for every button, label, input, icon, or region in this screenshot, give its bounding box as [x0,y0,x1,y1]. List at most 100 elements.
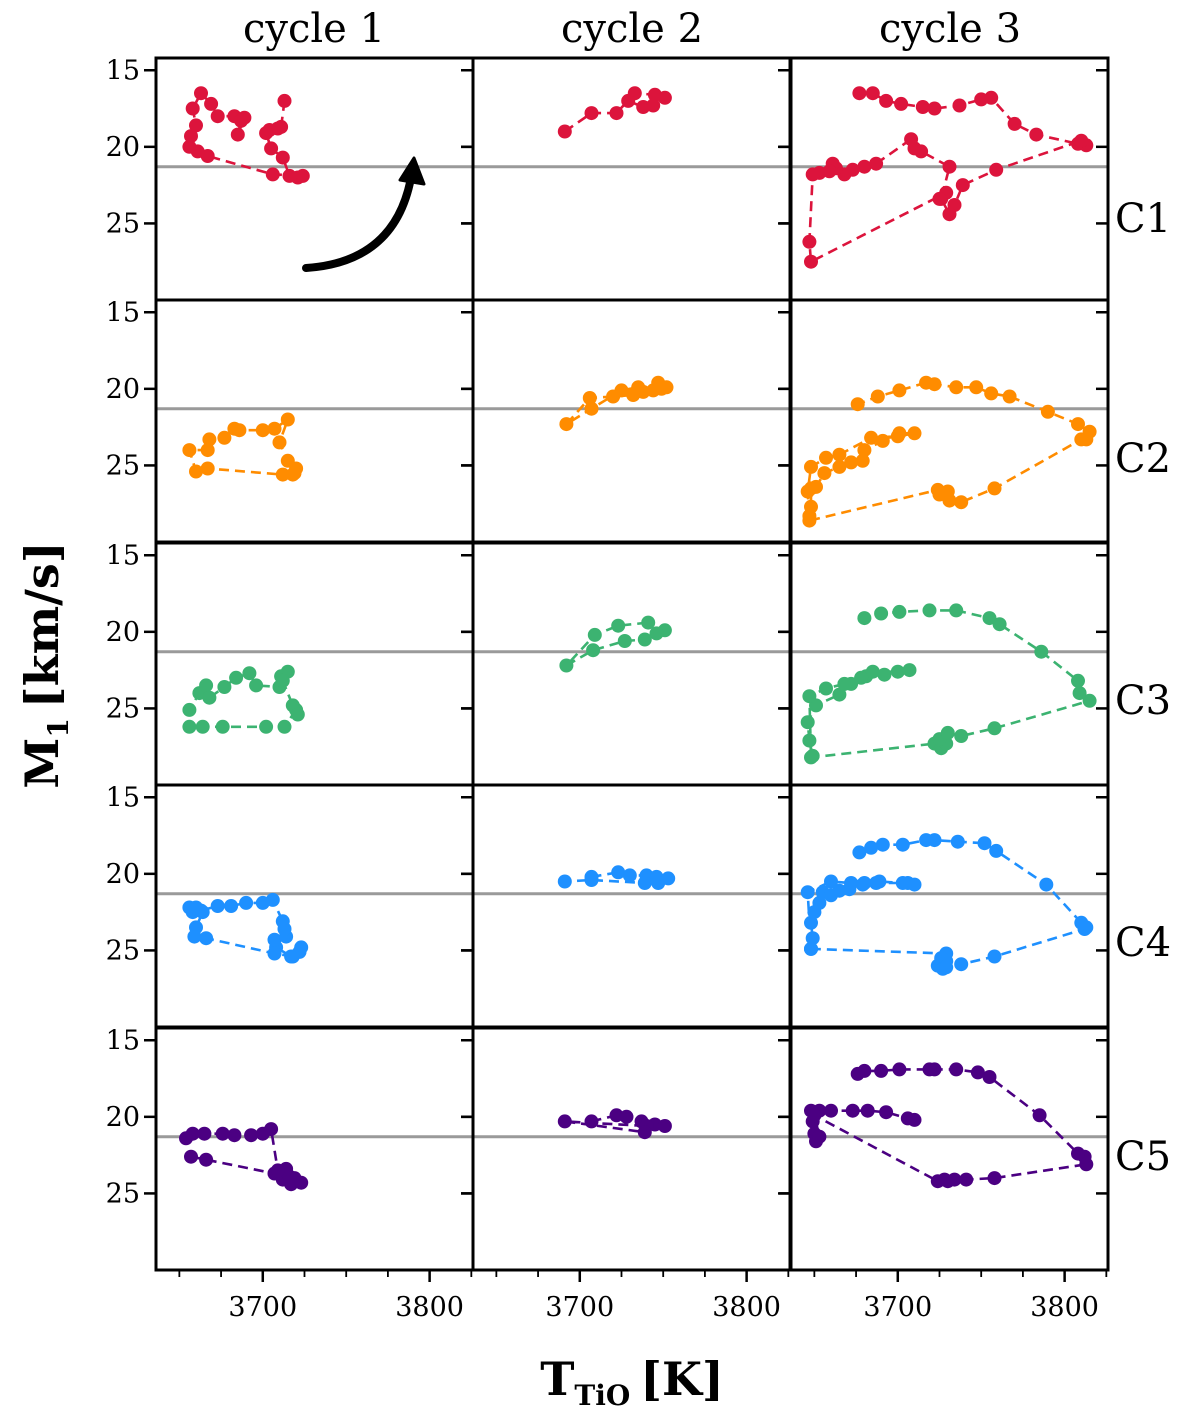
data-point-c2-cycle-2 [584,401,599,416]
data-point-c1-cycle-3 [1029,127,1044,142]
data-point-c4-cycle-2 [584,873,599,887]
data-point-c5-cycle-3 [987,1171,1002,1186]
data-point-c4-cycle-3 [824,874,838,889]
data-point-c2-cycle-3 [855,453,870,468]
trace-line-c3-cycle-2 [565,621,666,667]
column-title-cycle-3: cycle 3 [879,6,1021,52]
data-point-c3-cycle-2 [617,634,632,648]
data-point-c3-cycle-3 [922,603,937,618]
panel-frame-c1-cycle-3 [789,56,1110,302]
data-point-c3-cycle-3 [992,617,1007,632]
data-point-c2-cycle-1 [232,423,247,438]
data-point-c4-cycle-2 [622,868,637,883]
data-point-c1-cycle-3 [804,254,818,269]
data-point-c3-cycle-1 [249,678,264,693]
data-point-c2-cycle-1 [200,443,215,458]
data-point-c4-cycle-3 [895,876,910,890]
data-point-c1-cycle-1 [259,126,274,141]
data-point-c2-cycle-1 [280,412,295,427]
panel-frame-c4-cycle-2 [471,783,792,1029]
data-point-c1-cycle-3 [984,90,999,105]
data-point-c1-cycle-1 [210,109,225,124]
data-point-c2-cycle-2 [559,417,574,432]
data-point-c2-cycle-3 [832,447,847,462]
data-point-c2-cycle-3 [1040,404,1055,419]
data-point-c1-cycle-1 [204,96,219,111]
y-tick-label: 20 [106,1102,140,1133]
panel-frame-c3-cycle-2 [471,541,792,787]
data-point-c3-cycle-3 [987,721,1002,736]
data-point-c5-cycle-3 [845,1103,860,1118]
data-point-c2-cycle-2 [631,380,646,395]
y-axis-label-main: M [15,738,69,789]
data-point-c3-cycle-3 [804,750,818,765]
data-point-c5-cycle-1 [255,1126,270,1141]
y-tick-label: 15 [106,540,140,571]
data-point-c3-cycle-1 [259,719,274,734]
x-tick-label: 3700 [228,1292,297,1323]
data-point-c1-cycle-3 [1007,116,1022,131]
data-point-c3-cycle-2 [586,643,601,658]
data-point-c3-cycle-3 [954,729,969,743]
data-point-c1-cycle-1 [189,118,203,133]
y-tick-label: 25 [106,208,140,239]
data-point-c1-cycle-1 [230,127,245,142]
data-point-c3-cycle-1 [182,719,197,734]
x-axis-label-subscript: TiO [574,1379,630,1410]
data-point-c1-cycle-3 [942,159,957,174]
trace-line-c1-cycle-3 [808,91,1091,264]
data-point-c4-cycle-3 [844,876,859,890]
data-point-c1-cycle-3 [869,156,884,171]
data-point-c4-cycle-3 [954,957,969,972]
data-point-c1-cycle-3 [927,101,942,116]
y-axis-label-unit: [km/s] [15,541,69,708]
x-tick-label: 3700 [863,1292,932,1323]
data-point-c4-cycle-1 [199,931,214,946]
data-point-c5-cycle-2 [619,1109,634,1124]
data-point-c4-cycle-3 [804,941,818,956]
data-point-c4-cycle-3 [864,840,879,855]
x-axis-label-main: T [540,1352,574,1406]
data-point-c4-cycle-2 [651,876,666,890]
data-point-c5-cycle-3 [850,1066,865,1081]
data-point-c1-cycle-2 [636,100,651,114]
data-point-c2-cycle-3 [875,433,890,448]
data-point-c2-cycle-1 [267,421,282,436]
data-point-c3-cycle-1 [275,673,290,688]
data-point-c3-cycle-3 [877,667,892,682]
y-tick-label: 20 [106,374,140,405]
data-point-c5-cycle-3 [900,1111,915,1126]
data-point-c3-cycle-1 [290,707,305,722]
row-label-c5: C5 [1115,1134,1171,1180]
data-point-c3-cycle-3 [802,733,817,748]
data-point-c1-cycle-3 [879,93,894,108]
data-point-c1-cycle-1 [184,129,198,144]
data-point-c4-cycle-3 [872,874,887,889]
data-point-c1-cycle-2 [609,106,624,121]
data-point-c2-cycle-1 [272,435,287,450]
data-point-c5-cycle-3 [959,1172,974,1187]
data-point-c2-cycle-2 [654,381,669,396]
data-point-c4-cycle-3 [895,837,910,852]
data-point-c4-cycle-2 [611,865,626,880]
panel-frame-c5-cycle-3 [789,1026,1110,1272]
x-tick-label: 3800 [395,1292,464,1323]
data-point-c4-cycle-1 [275,914,290,929]
y-tick-label: 25 [106,1178,140,1209]
panel-frame-c2-cycle-1 [154,298,475,544]
data-point-c4-cycle-3 [852,845,867,860]
x-axis-label: TTiO [K] [540,1352,724,1410]
data-point-c4-cycle-1 [267,932,282,947]
data-point-c5-cycle-3 [1032,1108,1047,1123]
y-tick-label: 25 [106,693,140,724]
x-tick-label: 3800 [712,1292,781,1323]
data-point-c2-cycle-3 [892,383,907,398]
data-point-c3-cycle-3 [940,725,955,740]
data-point-c1-cycle-2 [584,106,599,121]
data-point-c2-cycle-3 [844,455,859,470]
data-point-c3-cycle-3 [832,687,847,702]
data-point-c1-cycle-2 [557,124,572,139]
time-direction-arrow [302,156,426,272]
data-point-c2-cycle-3 [932,487,947,502]
data-point-c2-cycle-3 [870,389,885,404]
